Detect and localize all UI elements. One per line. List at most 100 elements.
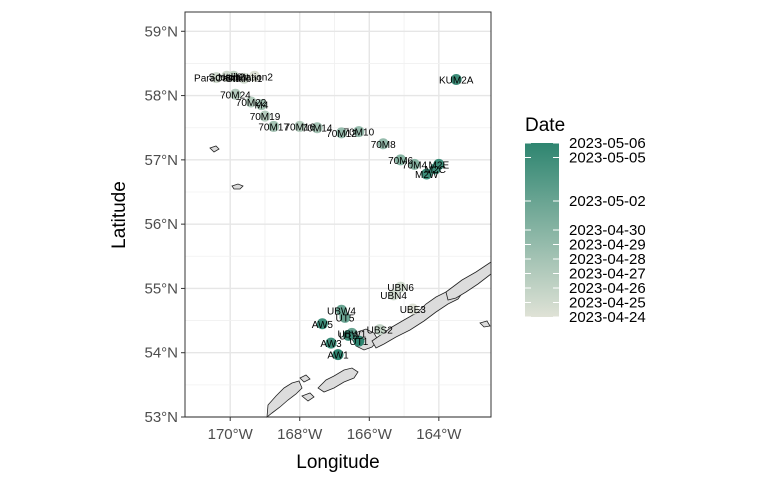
station-label: 70M8 — [371, 140, 396, 151]
station-label: 70M12 — [326, 129, 357, 140]
station-point — [259, 110, 271, 122]
station-point — [229, 88, 241, 100]
legend-label: 2023-04-29 — [569, 237, 646, 254]
axis-layer: 170°W 168°W 166°W 164°W 53°N 54°N 55°N 56°N 57°N… — [144, 23, 462, 443]
station-point — [245, 96, 257, 108]
points-layer — [210, 70, 462, 361]
land-islet-east — [479, 320, 491, 328]
legend-label: 2023-04-25 — [569, 295, 646, 312]
x-tick-label: 164°W — [416, 426, 462, 443]
station-point — [294, 120, 306, 132]
station-point — [268, 120, 280, 132]
legend-label: 2023-04-27 — [569, 266, 646, 283]
y-tick-label: 57°N — [144, 152, 178, 169]
land-pribilof-small — [209, 145, 220, 153]
station-label: 70M24 — [220, 90, 251, 101]
land-islet-west — [299, 374, 311, 383]
station-point — [342, 329, 354, 341]
station-label: M2C — [425, 165, 446, 176]
station-label: Station2 — [236, 72, 273, 83]
station-point — [409, 158, 420, 170]
y-tick-label: 58°N — [144, 88, 178, 105]
x-tick-label: 168°W — [277, 426, 323, 443]
land-unalaska-south — [317, 367, 359, 393]
station-label: Halibut — [218, 72, 249, 83]
station-label: UBE3 — [400, 305, 427, 316]
station-label: UBS2 — [367, 326, 394, 337]
station-label: UT1 — [349, 337, 368, 348]
y-tick-label: 59°N — [144, 23, 178, 40]
station-point — [395, 154, 407, 166]
station-point — [238, 72, 250, 84]
station-label: Scotch2 — [209, 72, 246, 83]
panel-border — [184, 11, 492, 418]
station-label: 70M10 — [344, 128, 375, 139]
station-label: 70M16 — [284, 122, 315, 133]
labels-layer: KUM2A70M2470M22M470M1970M1770M1670M1470M… — [194, 72, 474, 361]
land-islet-umnak — [301, 392, 315, 402]
legend-label: 2023-04-24 — [569, 309, 646, 326]
station-point — [353, 126, 365, 138]
station-label: AW1 — [327, 351, 349, 362]
station-label: AW3 — [320, 339, 342, 350]
station-label: M2W — [415, 170, 439, 181]
station-point — [249, 70, 261, 82]
station-point — [374, 324, 386, 336]
legend-label: 2023-05-05 — [569, 150, 646, 167]
station-label: M2E — [429, 160, 450, 171]
land-umnak — [266, 380, 303, 418]
station-point — [210, 72, 222, 84]
y-tick-label: 55°N — [144, 280, 178, 297]
station-label: Station1 — [226, 74, 263, 85]
station-label: AW5 — [312, 320, 334, 331]
station-label: UBW4 — [327, 306, 356, 317]
legend-label: 2023-04-30 — [569, 222, 646, 239]
y-tick-label: 54°N — [144, 345, 178, 362]
station-label: 70M14 — [302, 124, 333, 135]
station-label: UT5 — [336, 313, 355, 324]
station-label: ParaCaim — [194, 74, 238, 85]
station-label: UT3 — [339, 331, 358, 342]
x-tick-label: 170°W — [208, 426, 254, 443]
station-point — [335, 127, 347, 139]
station-label: KUM2A — [439, 76, 474, 87]
station-point — [395, 281, 407, 293]
legend-label: 2023-05-02 — [569, 193, 646, 210]
station-point — [353, 335, 365, 347]
station-point — [407, 303, 419, 315]
legend-title: Date — [525, 115, 565, 136]
station-label: 70M6 — [388, 156, 413, 167]
x-axis-title: Longitude — [296, 452, 379, 473]
station-point — [316, 318, 328, 330]
legend-label: 2023-04-28 — [569, 251, 646, 268]
station-label: 70M22 — [236, 98, 267, 109]
station-label: UBW1 — [337, 329, 366, 340]
station-point — [325, 337, 337, 349]
station-point — [429, 163, 441, 175]
y-tick-label: 56°N — [144, 216, 178, 233]
station-point — [228, 70, 240, 82]
station-point — [256, 99, 267, 111]
station-point — [388, 289, 400, 301]
legend-label: 2023-05-06 — [569, 135, 646, 152]
station-label: 70M19 — [250, 112, 281, 123]
station-point — [332, 349, 344, 361]
station-label: UBN6 — [387, 283, 414, 294]
station-label: 70M4 — [402, 160, 427, 171]
legend-label: 2023-04-26 — [569, 280, 646, 297]
y-tick-label: 53°N — [144, 409, 178, 426]
station-point — [339, 311, 351, 323]
station-point — [450, 74, 462, 85]
y-axis-title: Latitude — [109, 181, 130, 249]
station-point — [377, 138, 389, 150]
station-point — [311, 122, 323, 134]
x-tick-label: 166°W — [347, 426, 393, 443]
station-label: M4 — [255, 101, 269, 112]
station-label: UBN4 — [380, 291, 407, 302]
land-pribilof-st-george — [231, 183, 244, 190]
legend: Date 2023-05-062023-05-052023-05-022023-… — [525, 115, 646, 326]
station-label: 70M17 — [258, 122, 289, 133]
